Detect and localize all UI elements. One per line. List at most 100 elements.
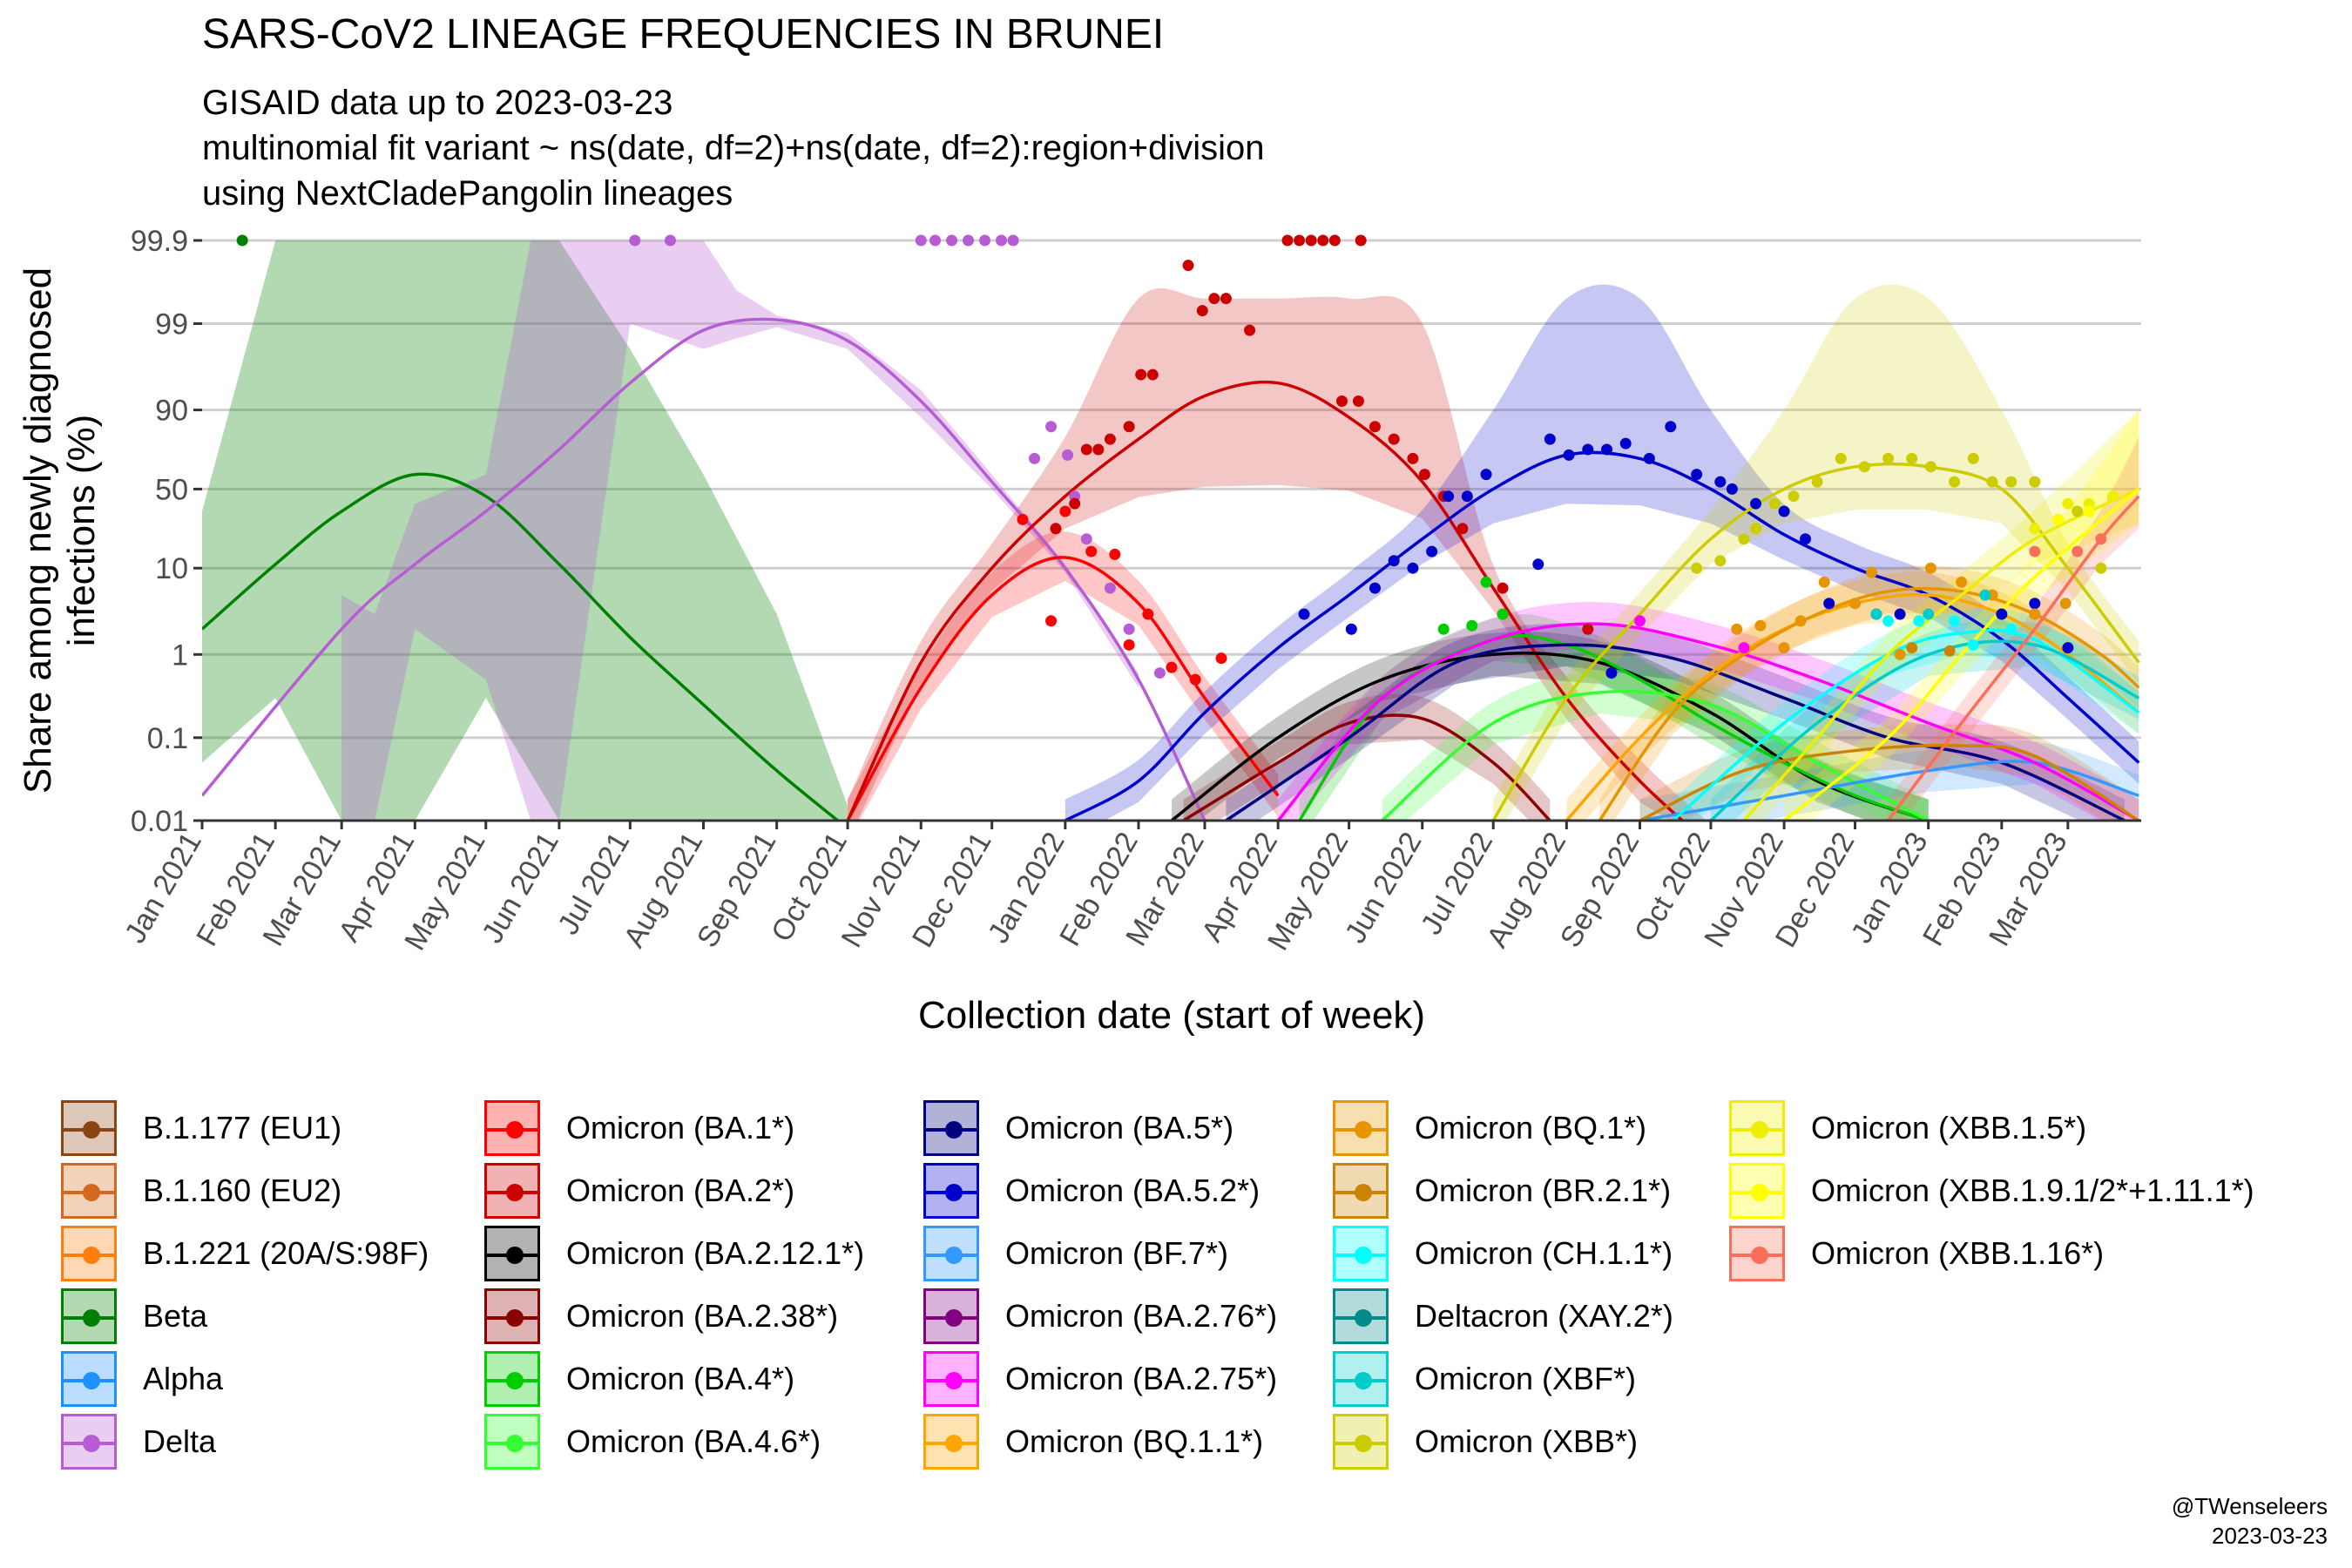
y-tick-label: 90 xyxy=(155,395,188,428)
point-omicron-ba-1 xyxy=(1059,505,1071,517)
legend-key-swatch xyxy=(61,1100,117,1156)
fit-line-omicron-ba-4-6 xyxy=(1381,689,1930,821)
legend-label: Omicron (BA.2.12.1*) xyxy=(566,1235,865,1271)
point-omicron-ba-4 xyxy=(1466,619,1478,632)
point-omicron-xbb xyxy=(1924,461,1936,473)
legend-key-swatch xyxy=(923,1163,979,1219)
point-omicron-ba-1 xyxy=(1166,661,1178,673)
point-omicron-ba-1 xyxy=(1189,673,1201,686)
point-omicron-bq-1 xyxy=(1924,562,1936,574)
point-delta xyxy=(979,234,991,247)
point-omicron-ba-2 xyxy=(1050,523,1062,535)
legend-label: B.1.221 (20A/S:98F) xyxy=(143,1235,429,1271)
point-omicron-ba-5-2 xyxy=(1800,533,1812,545)
legend-key-dot xyxy=(1355,1372,1372,1389)
fit-lines xyxy=(202,317,2140,821)
legend-item-omicron-ba-2: Omicron (BA.2*) xyxy=(484,1162,794,1220)
point-omicron-ba-4 xyxy=(1480,576,1492,588)
point-delta xyxy=(1062,449,1074,461)
point-omicron-bq-1 xyxy=(1731,623,1743,635)
point-omicron-bq-1 xyxy=(1818,576,1830,588)
legend-key-dot xyxy=(1355,1184,1372,1201)
legend-key-dot xyxy=(945,1309,963,1327)
point-omicron-br-2-1 xyxy=(1943,645,1956,657)
legend-key-dot xyxy=(83,1372,100,1389)
fit-line-omicron-ba-5-2 xyxy=(1064,450,2140,821)
point-omicron-ba-2 xyxy=(1281,234,1294,247)
legend-item-omicron-ba-5-2: Omicron (BA.5.2*) xyxy=(923,1162,1260,1220)
point-omicron-ba-5-2 xyxy=(1426,545,1438,558)
point-omicron-ch-1-1 xyxy=(1949,615,1961,627)
legend-label: Omicron (XBB.1.16*) xyxy=(1811,1235,2105,1271)
fit-line-omicron-xbb-1-16 xyxy=(1887,495,2140,821)
point-delta xyxy=(915,234,927,247)
legend-key-swatch xyxy=(1333,1100,1389,1156)
point-omicron-xbb-1-9-1-2-1-11-1 xyxy=(2052,513,2065,525)
legend-key-dot xyxy=(1751,1247,1768,1264)
legend-key-swatch xyxy=(484,1226,540,1281)
credit-author: @TWenseleers xyxy=(2171,1493,2328,1519)
point-delta xyxy=(1080,533,1092,545)
point-omicron-bq-1 xyxy=(1894,648,1906,660)
point-omicron-bq-1 xyxy=(1866,566,1878,578)
point-omicron-ba-2 xyxy=(1080,443,1092,456)
point-omicron-ba-5-2 xyxy=(1369,582,1381,594)
point-omicron-ba-1 xyxy=(1085,545,1098,558)
legend-key-swatch xyxy=(484,1100,540,1156)
legend-label: Omicron (XBF*) xyxy=(1415,1361,1637,1396)
band-omicron-ba-2-75 xyxy=(1278,602,2139,821)
point-omicron-bq-1 xyxy=(1849,598,1862,610)
fit-line-omicron-xbf xyxy=(1709,639,2140,821)
point-omicron-ba-2 xyxy=(1208,293,1220,305)
legend-item-alpha: Alpha xyxy=(61,1350,223,1408)
legend-label: B.1.160 (EU2) xyxy=(143,1173,342,1208)
legend-label: Omicron (XBB*) xyxy=(1415,1423,1639,1459)
band-omicron-xbb-1-16 xyxy=(1888,436,2139,821)
legend-key-swatch xyxy=(484,1288,540,1344)
x-axis-title: Collection date (start of week) xyxy=(918,994,1425,1037)
fit-line-omicron-ba-5 xyxy=(1225,643,2126,821)
point-omicron-bq-1 xyxy=(2029,608,2041,620)
point-omicron-br-2-1 xyxy=(1906,642,1918,654)
legend-key-swatch xyxy=(1729,1226,1785,1281)
point-delta xyxy=(629,234,641,247)
fit-line-omicron-bf-7 xyxy=(1639,760,2139,821)
point-omicron-xbb xyxy=(1811,476,1823,488)
band-omicron-ba-5 xyxy=(1226,623,2125,821)
legend-key-swatch xyxy=(1333,1226,1389,1281)
legend-key-swatch xyxy=(1333,1288,1389,1344)
point-omicron-ba-5-2 xyxy=(2062,642,2074,654)
point-omicron-ba-5-2 xyxy=(1544,433,1556,445)
point-omicron-ba-2 xyxy=(1317,234,1329,247)
point-omicron-xbb xyxy=(1986,476,1998,488)
point-omicron-ba-5-2 xyxy=(1778,505,1790,517)
point-omicron-ba-2 xyxy=(1456,523,1469,535)
legend-label: Alpha xyxy=(143,1361,224,1396)
point-delta xyxy=(1104,582,1116,594)
band-omicron-ba-4-6 xyxy=(1382,670,1929,821)
legend-label: Omicron (BQ.1*) xyxy=(1415,1110,1647,1146)
legend-key-swatch xyxy=(61,1163,117,1219)
point-omicron-xbb-1-5 xyxy=(2062,497,2074,510)
band-omicron-ba-2-38 xyxy=(1183,693,1551,821)
y-tick-label: 1 xyxy=(172,639,188,672)
point-omicron-ch-1-1 xyxy=(2005,623,2017,635)
legend-key-swatch xyxy=(61,1351,117,1407)
point-omicron-ba-2 xyxy=(1497,582,1509,594)
fit-line-omicron-xbb-1-9-1-2-1-11-1 xyxy=(1783,488,2140,821)
legend-item-beta: Beta xyxy=(61,1288,207,1345)
point-omicron-ba-2 xyxy=(1418,469,1430,481)
fit-line-delta xyxy=(202,317,1206,821)
chart-subtitle-line-2: multinomial fit variant ~ ns(date, df=2)… xyxy=(202,129,1265,167)
point-omicron-ba-1 xyxy=(1123,639,1135,651)
legend-key-dot xyxy=(945,1435,963,1452)
point-omicron-xbf xyxy=(1923,608,1935,620)
legend-key-swatch xyxy=(61,1414,117,1470)
legend-key-dot xyxy=(1355,1121,1372,1139)
legend-key-swatch xyxy=(1729,1163,1785,1219)
point-omicron-ba-1 xyxy=(1017,513,1029,525)
point-omicron-ba-2 xyxy=(1244,324,1256,336)
point-omicron-xbb xyxy=(1738,533,1750,545)
point-omicron-ba-5-2 xyxy=(1726,483,1738,495)
